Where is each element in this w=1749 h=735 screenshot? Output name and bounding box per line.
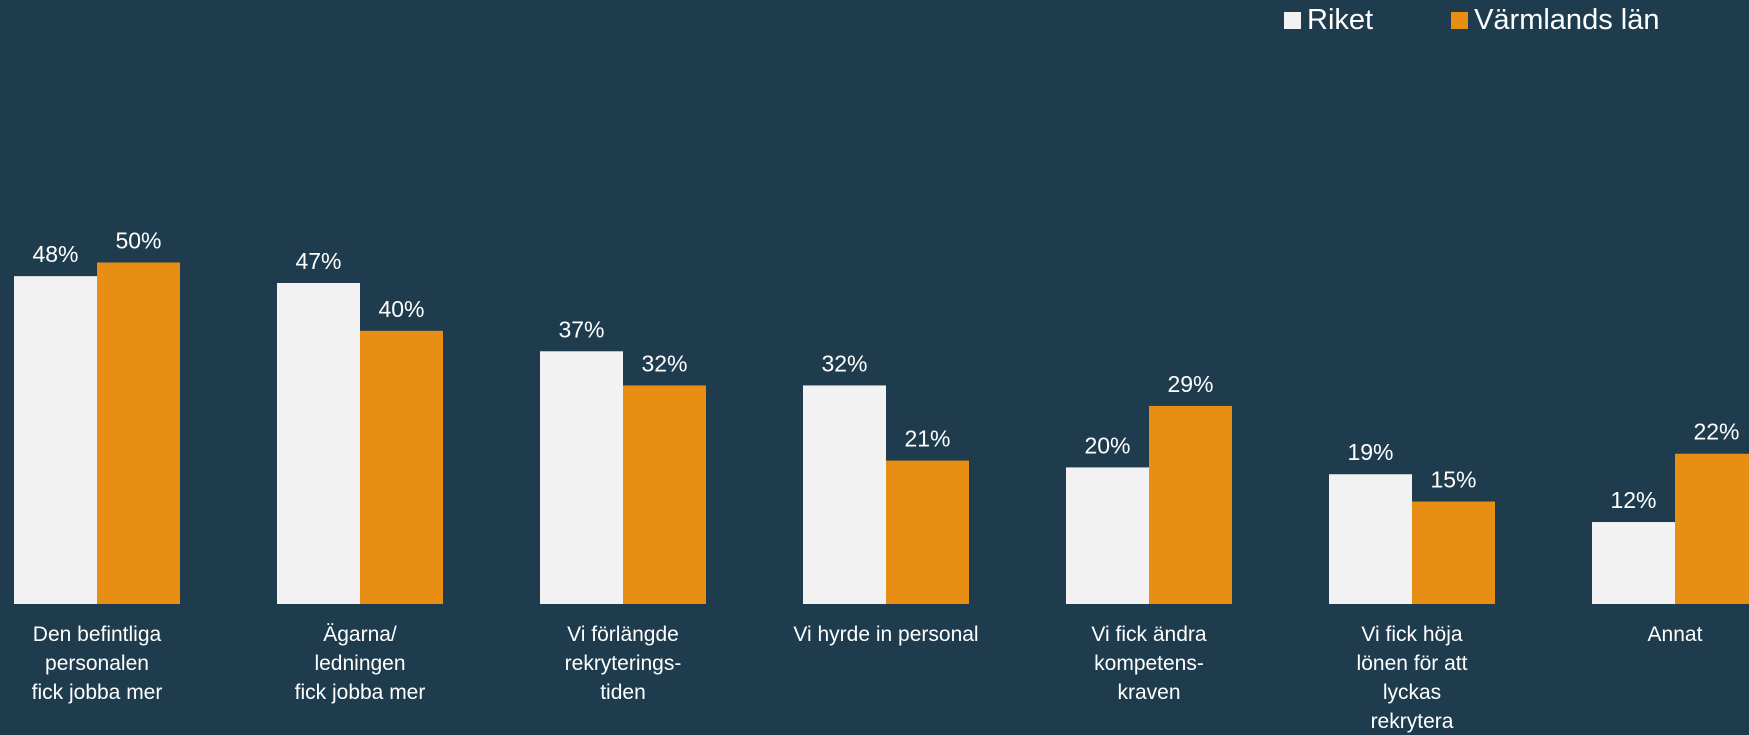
bar-varmlands-lan-5 xyxy=(1412,501,1495,604)
bar-riket-4 xyxy=(1066,467,1149,604)
data-label-varmlands-lan-1: 40% xyxy=(378,296,424,322)
legend-swatch-riket xyxy=(1284,12,1301,29)
legend-item-varmlands-lan: Värmlands län xyxy=(1451,4,1659,37)
legend-item-riket: Riket xyxy=(1284,4,1373,37)
data-label-riket-2: 37% xyxy=(558,316,604,342)
data-label-riket-1: 47% xyxy=(295,248,341,274)
category-label-1: Ägarna/ ledningen fick jobba mer xyxy=(294,623,426,704)
legend-label-varmlands-lan: Värmlands län xyxy=(1474,4,1660,36)
data-label-riket-3: 32% xyxy=(821,350,867,376)
data-label-riket-0: 48% xyxy=(32,241,78,267)
data-label-varmlands-lan-4: 29% xyxy=(1167,371,1213,397)
bar-riket-2 xyxy=(540,351,623,604)
legend-label-riket: Riket xyxy=(1307,4,1374,36)
data-label-varmlands-lan-0: 50% xyxy=(115,228,161,254)
category-label-4: Vi fick ändra kompetens- kraven xyxy=(1091,623,1207,704)
data-label-varmlands-lan-6: 22% xyxy=(1693,419,1739,445)
bar-varmlands-lan-3 xyxy=(886,460,969,604)
legend-swatch-varmlands-lan xyxy=(1451,12,1469,29)
bar-varmlands-lan-1 xyxy=(360,330,443,604)
data-label-riket-6: 12% xyxy=(1610,487,1656,513)
data-label-riket-4: 20% xyxy=(1084,432,1130,458)
chart-legend: Riket Värmlands län xyxy=(1284,4,1659,37)
bar-varmlands-lan-6 xyxy=(1675,453,1749,604)
data-label-varmlands-lan-5: 15% xyxy=(1430,467,1476,493)
data-label-varmlands-lan-3: 21% xyxy=(904,426,950,452)
bar-riket-0 xyxy=(14,276,97,604)
bar-riket-6 xyxy=(1592,522,1675,604)
data-label-varmlands-lan-2: 32% xyxy=(641,350,687,376)
category-label-3: Vi hyrde in personal xyxy=(793,623,979,646)
bar-riket-5 xyxy=(1329,474,1412,604)
category-label-6: Annat xyxy=(1647,623,1703,646)
category-label-5: Vi fick höja lönen för att lyckas rekryt… xyxy=(1356,623,1468,733)
category-label-2: Vi förlängde rekryterings- tiden xyxy=(564,623,682,704)
category-label-0: Den befintliga personalen fick jobba mer xyxy=(31,623,163,704)
bar-riket-1 xyxy=(277,282,360,604)
bar-varmlands-lan-2 xyxy=(623,385,706,604)
bar-varmlands-lan-0 xyxy=(97,262,180,604)
bar-riket-3 xyxy=(803,385,886,604)
data-label-riket-5: 19% xyxy=(1347,439,1393,465)
bar-varmlands-lan-4 xyxy=(1149,405,1232,604)
